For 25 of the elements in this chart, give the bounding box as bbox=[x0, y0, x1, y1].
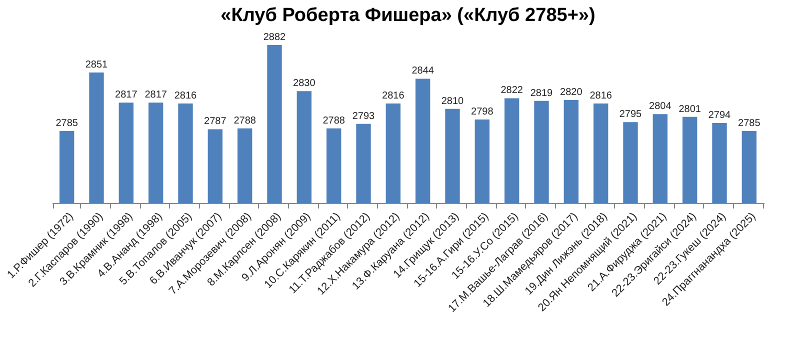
data-label: 2793 bbox=[352, 110, 376, 122]
data-label: 2787 bbox=[204, 116, 227, 128]
data-label: 2830 bbox=[293, 78, 316, 90]
data-label: 2817 bbox=[115, 90, 138, 101]
data-label: 2794 bbox=[708, 110, 732, 122]
data-label: 2844 bbox=[412, 66, 434, 77]
data-label: 2816 bbox=[590, 90, 612, 102]
data-label: 2785 bbox=[56, 118, 78, 129]
data-label: 2817 bbox=[144, 90, 168, 101]
data-label: 2816 bbox=[382, 90, 405, 102]
data-label: 2810 bbox=[441, 96, 464, 107]
data-label: 2816 bbox=[174, 90, 198, 102]
data-label: 2795 bbox=[619, 109, 642, 120]
data-label: 2820 bbox=[560, 86, 583, 98]
data-label: 2798 bbox=[471, 106, 494, 118]
data-label: 2788 bbox=[234, 115, 256, 126]
chart-title: «Клуб Роберта Фишера» («Клуб 2785+») bbox=[220, 5, 596, 26]
data-label: 2788 bbox=[322, 115, 346, 126]
data-label: 2851 bbox=[85, 59, 108, 70]
data-label: 2804 bbox=[649, 101, 672, 112]
data-label: 2785 bbox=[738, 118, 761, 129]
data-label: 2882 bbox=[263, 32, 286, 43]
data-label: 2801 bbox=[678, 104, 702, 115]
data-label: 2819 bbox=[530, 88, 554, 99]
data-label: 2822 bbox=[500, 85, 524, 96]
